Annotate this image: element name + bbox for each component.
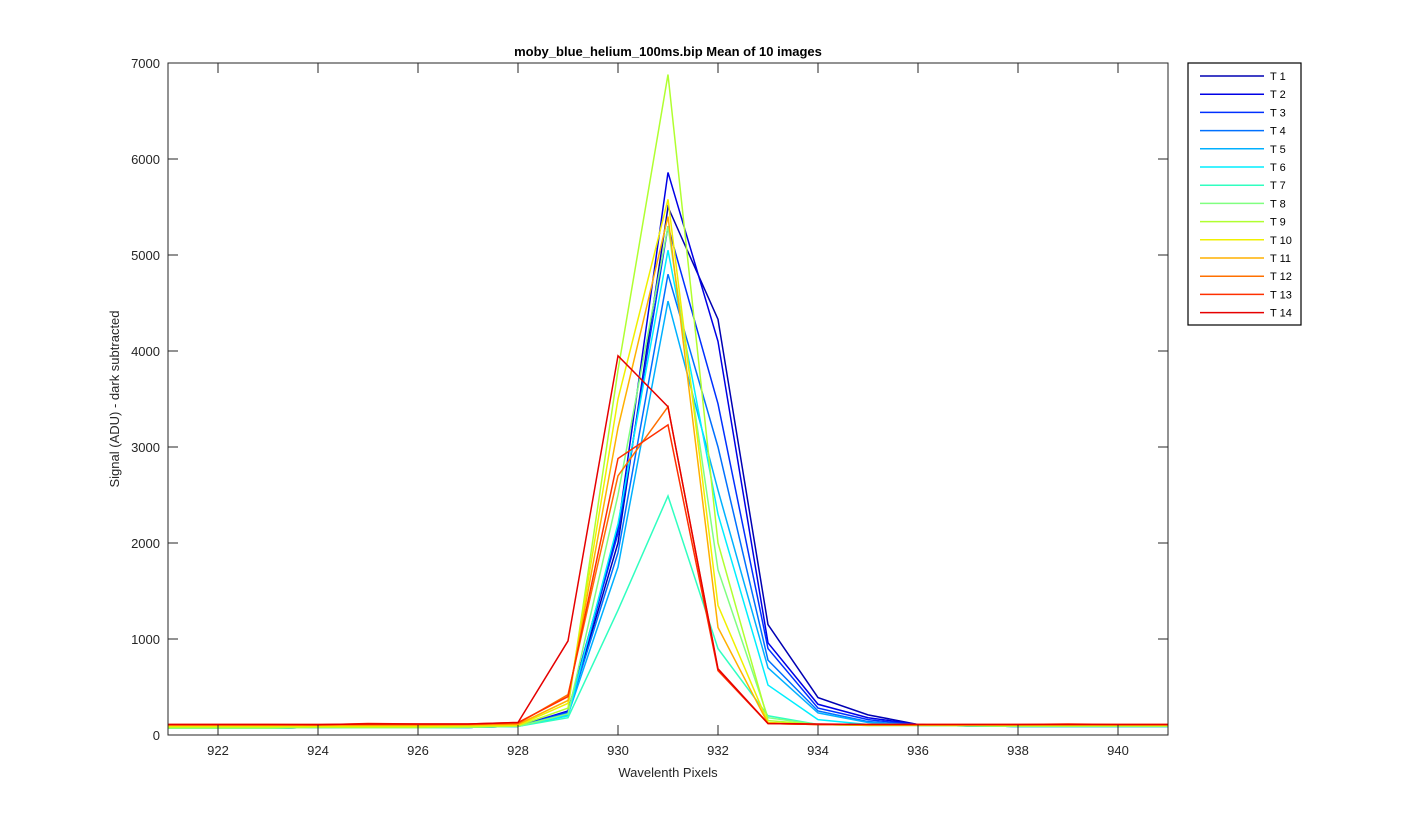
legend-box bbox=[1187, 62, 1302, 326]
legend: T 1 T 2 T 3 T 4 T 5 T 6 T 7 T 8 T 9 T 10 T 11 T 12 T… bbox=[1187, 62, 1302, 326]
chart-title: moby_blue_helium_100ms.bip Mean of 10 im… bbox=[514, 44, 822, 59]
legend-label-2: T 2 bbox=[1270, 89, 1286, 101]
y-tick-label: 3000 bbox=[131, 440, 160, 455]
axis-ticks: 922 924 926 928 930 932 934 936 938 940 0 1000 2000 3… bbox=[131, 56, 1168, 758]
legend-label-3: T 3 bbox=[1270, 107, 1286, 119]
y-tick-label: 1000 bbox=[131, 632, 160, 647]
plot-background bbox=[168, 63, 1168, 735]
x-axis-title: Wavelenth Pixels bbox=[618, 765, 718, 780]
legend-label-1: T 1 bbox=[1270, 71, 1286, 83]
x-tick-label: 934 bbox=[807, 743, 829, 758]
legend-label-14: T 14 bbox=[1270, 308, 1292, 320]
series-line-14 bbox=[168, 354, 1168, 726]
x-tick-label: 936 bbox=[907, 743, 929, 758]
y-tick-label: 5000 bbox=[131, 248, 160, 263]
legend-label-8: T 8 bbox=[1270, 198, 1286, 210]
legend-label-6: T 6 bbox=[1270, 162, 1286, 174]
x-tick-label: 930 bbox=[607, 743, 629, 758]
plot-frame bbox=[167, 62, 1169, 736]
series-layer bbox=[168, 74, 1168, 730]
plot-area: 922 924 926 928 930 932 934 936 938 940 0 1000 2000 3… bbox=[131, 56, 1169, 758]
y-axis-title: Signal (ADU) - dark subtracted bbox=[107, 310, 122, 487]
legend-label-10: T 10 bbox=[1270, 235, 1292, 247]
legend-label-9: T 9 bbox=[1270, 217, 1286, 229]
legend-label-11: T 11 bbox=[1270, 253, 1291, 265]
legend-label-12: T 12 bbox=[1270, 271, 1292, 283]
x-tick-label: 940 bbox=[1107, 743, 1129, 758]
y-tick-label: 2000 bbox=[131, 536, 160, 551]
y-tick-label: 6000 bbox=[131, 152, 160, 167]
x-tick-label: 924 bbox=[307, 743, 329, 758]
x-tick-label: 926 bbox=[407, 743, 429, 758]
y-tick-label: 7000 bbox=[131, 56, 160, 71]
legend-label-5: T 5 bbox=[1270, 144, 1286, 156]
x-tick-label: 932 bbox=[707, 743, 729, 758]
y-tick-label: 4000 bbox=[131, 344, 160, 359]
x-tick-label: 928 bbox=[507, 743, 529, 758]
legend-label-4: T 4 bbox=[1270, 126, 1286, 138]
x-tick-label: 938 bbox=[1007, 743, 1029, 758]
y-tick-label: 0 bbox=[153, 728, 160, 743]
x-tick-label: 922 bbox=[207, 743, 229, 758]
legend-label-13: T 13 bbox=[1270, 289, 1292, 301]
legend-items: T 1 T 2 T 3 T 4 T 5 T 6 T 7 T 8 T 9 T 10 T 11 T 12 T… bbox=[1200, 71, 1292, 320]
legend-label-7: T 7 bbox=[1270, 180, 1286, 192]
